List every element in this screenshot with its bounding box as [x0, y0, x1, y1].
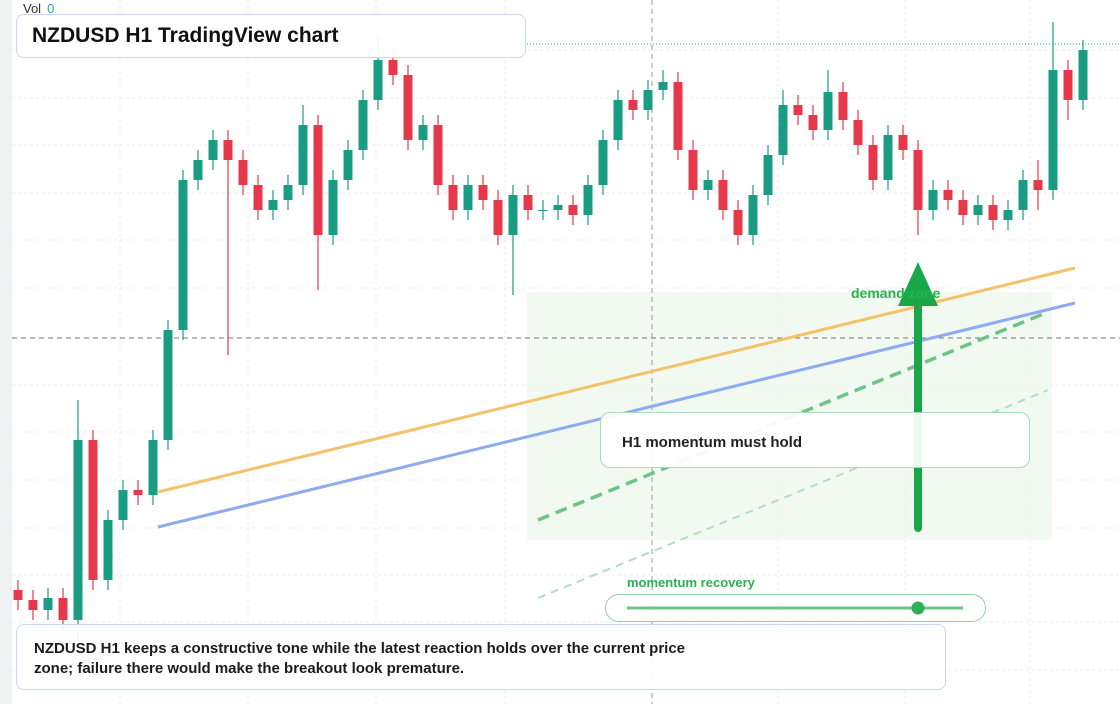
candle-body: [733, 210, 743, 235]
candle-body: [718, 180, 728, 210]
left-edge: [0, 0, 12, 704]
slider[interactable]: [605, 594, 986, 622]
candle-body: [118, 490, 128, 520]
candle-body: [388, 60, 398, 75]
momentum-line-faint: [537, 389, 1049, 599]
candle-body: [583, 185, 593, 215]
candle-body: [58, 598, 68, 620]
candle-body: [643, 90, 653, 110]
candle-body: [463, 185, 473, 210]
candle-body: [1003, 210, 1013, 220]
candle-body: [418, 125, 428, 140]
candle-body: [928, 190, 938, 210]
candle-body: [973, 205, 983, 215]
candle-body: [268, 200, 278, 210]
candle-body: [1018, 180, 1028, 210]
candle-body: [1048, 70, 1058, 190]
candle-body: [193, 160, 203, 180]
candle-body: [208, 140, 218, 160]
candle-body: [943, 190, 953, 200]
candle-body: [238, 160, 248, 185]
candle-body: [43, 598, 53, 610]
candle-body: [748, 195, 758, 235]
candle-body: [793, 105, 803, 115]
candle-body: [778, 105, 788, 155]
candle-body: [598, 140, 608, 185]
candle-body: [178, 180, 188, 330]
candles: [13, 22, 1088, 640]
title-box: NZDUSD H1 TradingView chart: [16, 14, 526, 58]
candle-body: [553, 205, 563, 210]
note-text: NZDUSD H1 keeps a constructive tone whil…: [34, 640, 686, 677]
volume-value: 0: [47, 1, 55, 16]
slider-track: [627, 601, 963, 615]
candle-body: [298, 125, 308, 185]
candle-body: [283, 185, 293, 200]
candle-body: [478, 185, 488, 200]
candle-body: [988, 205, 998, 220]
candle-body: [1063, 70, 1073, 100]
candle-body: [148, 440, 158, 495]
candle-body: [838, 92, 848, 120]
candle-body: [103, 520, 113, 580]
candle-body: [523, 195, 533, 210]
candle-body: [358, 100, 368, 150]
candle-body: [688, 150, 698, 190]
candle-body: [253, 185, 263, 210]
candle-body: [823, 92, 833, 130]
candle-body: [1033, 180, 1043, 190]
candle-body: [868, 145, 878, 180]
candle-body: [373, 60, 383, 100]
candle-body: [223, 140, 233, 160]
candle-body: [628, 100, 638, 110]
candle-body: [673, 82, 683, 150]
candle-body: [853, 120, 863, 145]
candle-body: [613, 100, 623, 140]
slider-knob[interactable]: [911, 601, 925, 615]
candle-body: [508, 195, 518, 235]
candle-body: [328, 180, 338, 235]
candle-body: [163, 330, 173, 440]
candle-body: [493, 200, 503, 235]
candle-body: [763, 155, 773, 195]
callout: H1 momentum must hold: [600, 412, 1030, 468]
note-box: NZDUSD H1 keeps a constructive tone whil…: [16, 624, 946, 690]
candle-body: [883, 135, 893, 180]
arrow-head: [898, 262, 938, 306]
candle-body: [1078, 50, 1088, 100]
candle-body: [73, 440, 83, 620]
candle-body: [28, 600, 38, 610]
candle-body: [703, 180, 713, 190]
volume-label: Vol: [23, 1, 42, 16]
candle-body: [343, 150, 353, 180]
slider-label: momentum recovery: [627, 575, 755, 590]
candle-body: [913, 150, 923, 210]
candle-body: [958, 200, 968, 215]
candle-body: [658, 82, 668, 90]
volume: Vol 0: [23, 1, 54, 16]
candle-body: [538, 210, 548, 211]
candle-body: [313, 125, 323, 235]
candle-body: [403, 75, 413, 140]
candle-body: [808, 115, 818, 130]
candle-body: [133, 490, 143, 495]
candle-body: [433, 125, 443, 185]
zone-label: demand zone: [851, 285, 941, 301]
candle-body: [13, 590, 23, 600]
candle-body: [88, 440, 98, 580]
candle-body: [568, 205, 578, 215]
candle-body: [448, 185, 458, 210]
candle-body: [898, 135, 908, 150]
